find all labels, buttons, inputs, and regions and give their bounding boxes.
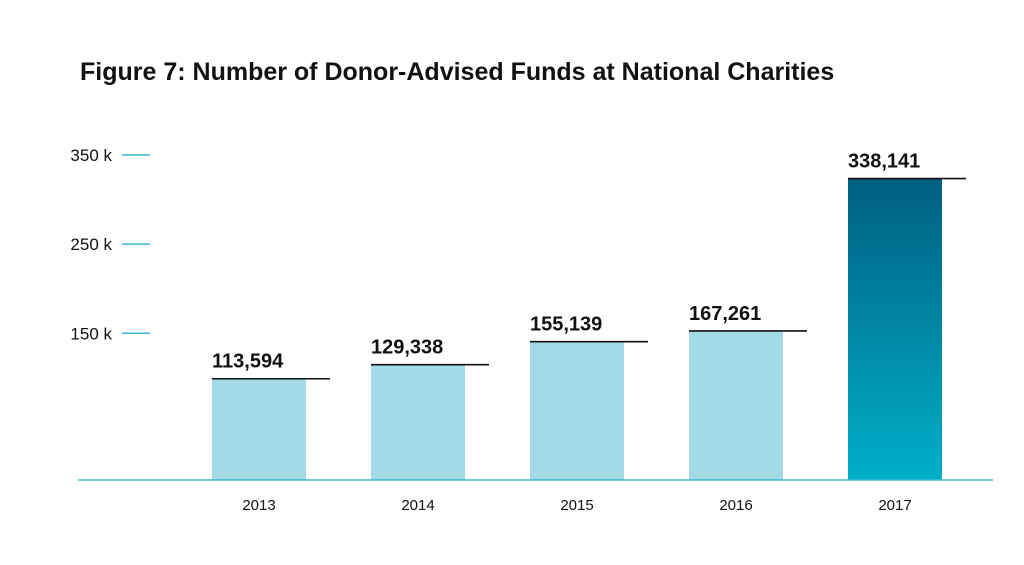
bars-group: 113,594 129,338 155,139 167,261 338,141 <box>212 151 966 480</box>
x-tick-label: 2013 <box>242 497 275 514</box>
y-tick-label: 350 k <box>70 146 112 165</box>
x-tick-label: 2016 <box>719 497 752 514</box>
x-axis-labels: 2013 2014 2015 2016 2017 <box>242 497 911 514</box>
bar <box>371 364 465 480</box>
chart-title: Figure 7: Number of Donor-Advised Funds … <box>80 58 835 86</box>
y-tick-label: 250 k <box>70 235 112 254</box>
bar <box>530 341 624 480</box>
bar <box>689 330 783 480</box>
bar-highlighted <box>848 178 942 480</box>
y-axis: 150 k 250 k 350 k <box>70 146 150 343</box>
x-tick-label: 2014 <box>401 497 434 514</box>
value-label: 155,139 <box>530 314 602 336</box>
x-tick-label: 2015 <box>560 497 593 514</box>
value-label: 113,594 <box>212 351 284 373</box>
value-label: 167,261 <box>689 303 761 325</box>
x-tick-label: 2017 <box>878 497 911 514</box>
value-label: 129,338 <box>371 337 443 359</box>
bar <box>212 378 306 480</box>
value-label: 338,141 <box>848 151 920 173</box>
y-tick-label: 150 k <box>70 324 112 343</box>
